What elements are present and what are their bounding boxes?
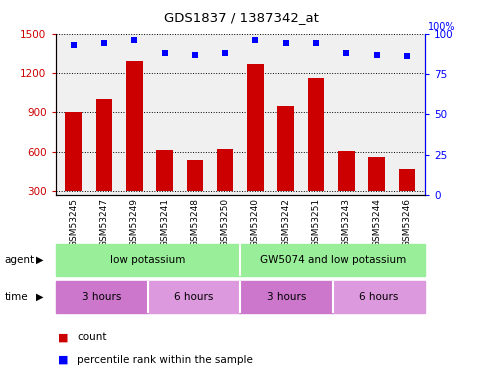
Bar [56, 244, 241, 276]
Bar [247, 64, 264, 191]
Text: ■: ■ [58, 355, 69, 365]
Point [252, 37, 259, 43]
Text: percentile rank within the sample: percentile rank within the sample [77, 355, 253, 365]
Point [70, 42, 78, 48]
Text: ▶: ▶ [36, 255, 44, 265]
Bar [186, 160, 203, 191]
Point [130, 37, 138, 43]
Bar [241, 281, 333, 313]
Bar [96, 99, 113, 191]
Bar [338, 151, 355, 191]
Bar [156, 150, 173, 191]
Text: agent: agent [5, 255, 35, 265]
Text: 6 hours: 6 hours [359, 292, 398, 302]
Bar [126, 61, 142, 191]
Text: GW5074 and low potassium: GW5074 and low potassium [259, 255, 406, 265]
Text: time: time [5, 292, 28, 302]
Point [161, 50, 169, 56]
Bar [241, 244, 425, 276]
Point [100, 40, 108, 46]
Text: ▶: ▶ [36, 292, 44, 302]
Text: 3 hours: 3 hours [267, 292, 306, 302]
Bar [56, 281, 148, 313]
Text: count: count [77, 333, 107, 342]
Bar [277, 106, 294, 191]
Point [342, 50, 350, 56]
Point [191, 52, 199, 58]
Bar [65, 112, 82, 191]
Text: 6 hours: 6 hours [174, 292, 214, 302]
Bar [398, 169, 415, 191]
Point [282, 40, 290, 46]
Bar [368, 157, 385, 191]
Point [403, 53, 411, 59]
Point [373, 52, 381, 58]
Bar [308, 78, 325, 191]
Text: low potassium: low potassium [110, 255, 185, 265]
Text: GDS1837 / 1387342_at: GDS1837 / 1387342_at [164, 11, 319, 24]
Bar [148, 281, 241, 313]
Bar [217, 149, 233, 191]
Bar [333, 281, 425, 313]
Text: 3 hours: 3 hours [82, 292, 121, 302]
Text: 100%: 100% [427, 22, 455, 32]
Text: ■: ■ [58, 333, 69, 342]
Point [221, 50, 229, 56]
Point [312, 40, 320, 46]
